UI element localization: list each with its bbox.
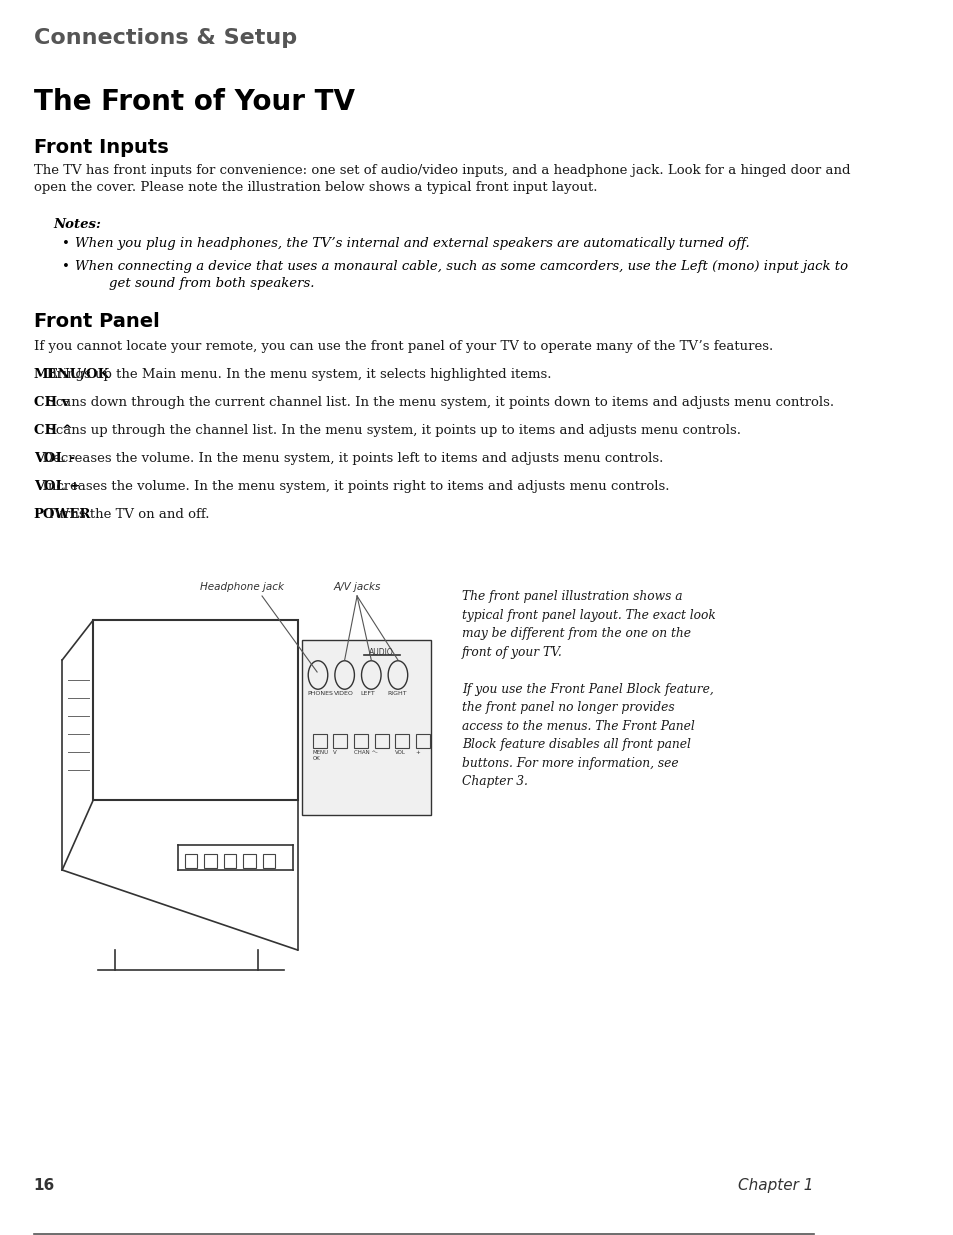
Text: LEFT: LEFT xyxy=(360,692,375,697)
Text: Decreases the volume. In the menu system, it points left to items and adjusts me: Decreases the volume. In the menu system… xyxy=(33,452,662,466)
Text: AUDIO: AUDIO xyxy=(368,648,393,657)
Text: Increases the volume. In the menu system, it points right to items and adjusts m: Increases the volume. In the menu system… xyxy=(33,480,669,493)
Text: CH v: CH v xyxy=(33,396,70,409)
Text: 16: 16 xyxy=(33,1178,55,1193)
Bar xyxy=(313,734,327,748)
Bar xyxy=(224,853,236,868)
Bar xyxy=(204,853,216,868)
Text: When you plug in headphones, the TV’s internal and external speakers are automat: When you plug in headphones, the TV’s in… xyxy=(74,237,748,249)
Text: If you cannot locate your remote, you can use the front panel of your TV to oper: If you cannot locate your remote, you ca… xyxy=(33,340,772,353)
Bar xyxy=(395,734,409,748)
Text: When connecting a device that uses a monaural cable, such as some camcorders, us: When connecting a device that uses a mon… xyxy=(74,261,847,290)
Text: MENU
OK: MENU OK xyxy=(313,750,329,761)
Bar xyxy=(333,734,347,748)
Text: Front Inputs: Front Inputs xyxy=(33,138,169,157)
Text: POWER: POWER xyxy=(33,508,91,521)
Bar xyxy=(302,640,431,815)
Bar xyxy=(354,734,367,748)
Text: VOL: VOL xyxy=(395,750,406,755)
Text: CHAN ^: CHAN ^ xyxy=(354,750,375,755)
Text: PHONES: PHONES xyxy=(307,692,333,697)
Text: •: • xyxy=(62,261,70,273)
Text: VOL -: VOL - xyxy=(33,452,74,466)
Text: V: V xyxy=(333,750,336,755)
Text: MENU/OK: MENU/OK xyxy=(33,368,110,382)
Text: A/V jacks: A/V jacks xyxy=(333,582,380,592)
Bar xyxy=(93,620,297,800)
Text: +: + xyxy=(416,750,420,755)
Text: Turns the TV on and off.: Turns the TV on and off. xyxy=(33,508,209,521)
Text: •: • xyxy=(62,237,70,249)
Text: RIGHT: RIGHT xyxy=(387,692,407,697)
Text: CH ^: CH ^ xyxy=(33,424,72,437)
Text: –: – xyxy=(375,750,377,755)
Text: Brings up the Main menu. In the menu system, it selects highlighted items.: Brings up the Main menu. In the menu sys… xyxy=(33,368,551,382)
Text: The front panel illustration shows a
typical front panel layout. The exact look
: The front panel illustration shows a typ… xyxy=(461,590,715,788)
Bar xyxy=(185,853,197,868)
Bar xyxy=(263,853,275,868)
Bar xyxy=(243,853,255,868)
Text: VIDEO: VIDEO xyxy=(334,692,354,697)
Text: Notes:: Notes: xyxy=(53,219,101,231)
Text: Front Panel: Front Panel xyxy=(33,312,159,331)
Text: Chapter 1: Chapter 1 xyxy=(738,1178,813,1193)
Text: Scans down through the current channel list. In the menu system, it points down : Scans down through the current channel l… xyxy=(33,396,833,409)
Text: Scans up through the channel list. In the menu system, it points up to items and: Scans up through the channel list. In th… xyxy=(33,424,740,437)
Text: VOL +: VOL + xyxy=(33,480,80,493)
Text: Connections & Setup: Connections & Setup xyxy=(33,28,296,48)
Text: The TV has front inputs for convenience: one set of audio/video inputs, and a he: The TV has front inputs for convenience:… xyxy=(33,164,849,194)
Text: Headphone jack: Headphone jack xyxy=(199,582,284,592)
Bar xyxy=(375,734,389,748)
Bar xyxy=(416,734,430,748)
Text: The Front of Your TV: The Front of Your TV xyxy=(33,88,355,116)
